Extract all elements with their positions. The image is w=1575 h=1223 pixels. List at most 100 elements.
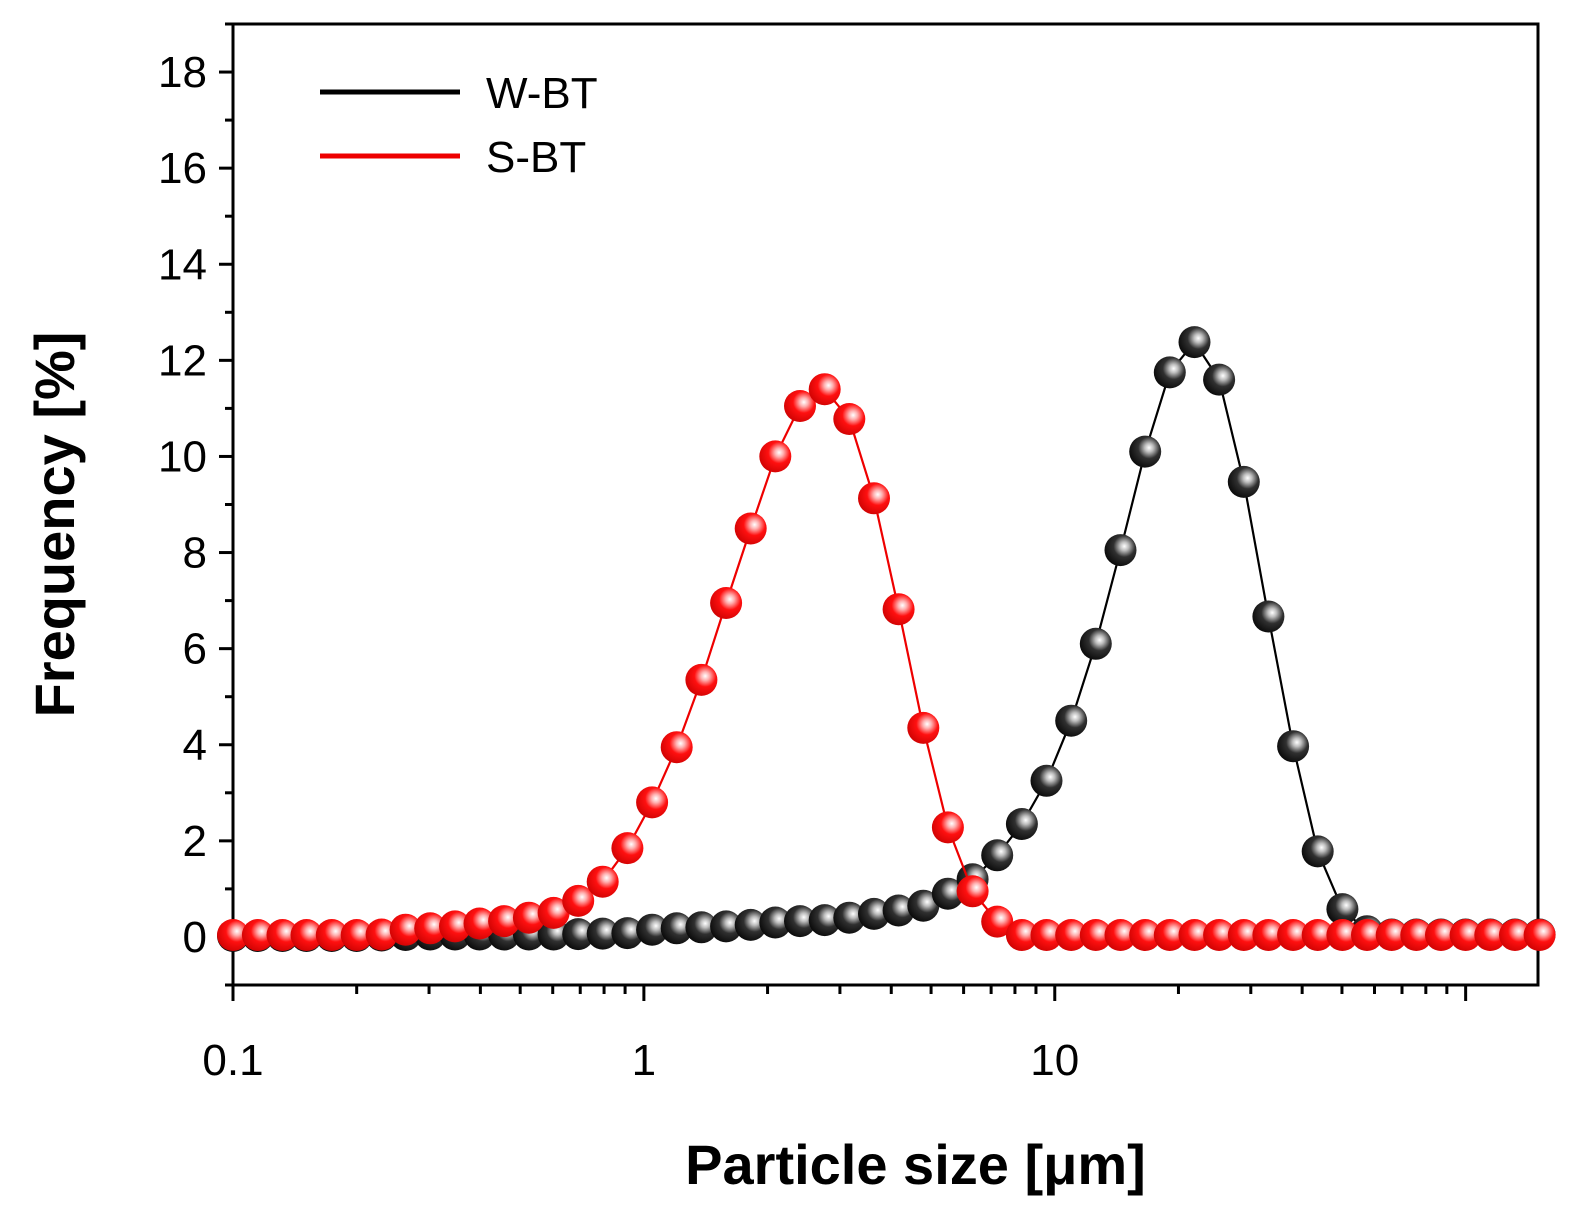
data-point-w-bt: [1178, 326, 1211, 359]
data-point-s-bt: [586, 865, 619, 898]
y-tick-label: 14: [158, 240, 207, 289]
data-point-s-bt: [1301, 919, 1334, 951]
data-point-s-bt: [956, 875, 989, 908]
data-point-s-bt: [1252, 919, 1285, 951]
data-point-w-bt: [1277, 730, 1310, 763]
data-point-w-bt: [882, 894, 915, 927]
series-line-w-bt: [233, 340, 1540, 938]
data-point-s-bt: [266, 919, 299, 951]
data-point-w-bt: [981, 839, 1014, 872]
data-point-s-bt: [1129, 919, 1162, 951]
data-point-s-bt: [931, 811, 964, 844]
data-point-s-bt: [241, 919, 274, 951]
x-tick-label: 0.1: [202, 1036, 263, 1085]
x-tick-label: 1: [632, 1036, 656, 1085]
data-point-w-bt: [1301, 835, 1334, 868]
data-point-s-bt: [315, 919, 348, 951]
data-point-w-bt: [858, 897, 890, 930]
data-point-s-bt: [1203, 919, 1236, 951]
data-point-s-bt: [1499, 919, 1531, 951]
data-point-s-bt: [537, 896, 570, 929]
y-tick-label: 10: [158, 432, 207, 481]
data-point-s-bt: [1449, 919, 1482, 951]
data-point-s-bt: [833, 403, 866, 435]
data-point-w-bt: [636, 913, 669, 946]
data-point-s-bt: [636, 786, 669, 819]
data-point-s-bt: [1474, 919, 1507, 951]
data-point-w-bt: [1203, 363, 1236, 396]
legend-label-s-bt: S-BT: [486, 133, 586, 182]
data-point-w-bt: [1252, 600, 1285, 633]
data-point-s-bt: [1351, 919, 1383, 951]
data-point-s-bt: [611, 832, 644, 865]
data-point-s-bt: [685, 663, 718, 696]
data-point-w-bt: [1153, 356, 1186, 389]
data-point-w-bt: [1005, 808, 1038, 840]
data-point-s-bt: [1326, 919, 1359, 951]
data-point-s-bt: [858, 482, 890, 515]
data-point-w-bt: [1079, 627, 1112, 660]
data-point-w-bt: [586, 917, 619, 950]
data-point-w-bt: [808, 904, 841, 937]
data-point-s-bt: [1400, 919, 1433, 951]
data-point-s-bt: [710, 587, 743, 619]
data-point-s-bt: [217, 919, 249, 951]
data-point-s-bt: [290, 919, 323, 951]
data-point-s-bt: [1153, 919, 1186, 951]
series-w-bt: [217, 326, 1556, 952]
data-point-s-bt: [907, 711, 940, 744]
data-point-w-bt: [931, 877, 964, 910]
x-axis-title: Particle size [μm]: [685, 1133, 1146, 1196]
data-point-w-bt: [562, 918, 595, 951]
data-point-s-bt: [414, 912, 447, 945]
y-tick-label: 6: [183, 625, 207, 674]
y-tick-label: 2: [183, 817, 207, 866]
x-axis: 0.1 1 10: [202, 985, 1468, 1085]
y-tick-label: 16: [158, 144, 207, 193]
series-s-bt: [217, 373, 1556, 951]
data-point-s-bt: [1104, 919, 1137, 951]
data-point-w-bt: [1326, 893, 1359, 926]
data-point-w-bt: [710, 910, 743, 943]
y-tick-label: 18: [158, 48, 207, 97]
legend-label-w-bt: W-BT: [486, 69, 598, 118]
data-point-w-bt: [1129, 435, 1162, 468]
y-tick-label: 0: [183, 913, 207, 962]
data-point-w-bt: [1104, 534, 1137, 567]
data-point-s-bt: [784, 390, 816, 422]
data-point-s-bt: [1055, 919, 1088, 951]
data-point-s-bt: [1005, 919, 1038, 951]
data-point-w-bt: [1055, 704, 1088, 737]
y-tick-label: 8: [183, 529, 207, 578]
data-point-s-bt: [808, 373, 841, 406]
data-point-s-bt: [734, 512, 767, 545]
data-point-s-bt: [882, 593, 915, 626]
data-point-s-bt: [660, 731, 693, 764]
data-point-s-bt: [488, 905, 521, 938]
series-line-s-bt: [233, 387, 1540, 937]
data-point-s-bt: [512, 901, 545, 934]
y-axis: 0 2 4 6 8 10 12 14 16 18: [158, 22, 233, 987]
data-point-s-bt: [562, 884, 595, 917]
data-point-s-bt: [1079, 919, 1112, 951]
data-point-w-bt: [660, 912, 693, 945]
data-point-w-bt: [759, 906, 792, 939]
data-point-w-bt: [685, 911, 718, 944]
data-point-s-bt: [981, 905, 1014, 938]
y-tick-label: 12: [158, 336, 207, 385]
data-point-s-bt: [759, 440, 792, 473]
y-tick-label: 4: [183, 721, 207, 770]
data-point-s-bt: [1227, 919, 1260, 951]
data-point-w-bt: [1030, 764, 1063, 797]
data-point-w-bt: [1227, 465, 1260, 498]
data-point-s-bt: [1030, 919, 1063, 951]
data-point-w-bt: [907, 889, 940, 922]
data-point-s-bt: [1375, 919, 1408, 951]
data-point-w-bt: [611, 917, 644, 950]
legend: W-BT S-BT: [320, 69, 598, 182]
data-point-s-bt: [389, 913, 422, 946]
series-layer: [217, 326, 1556, 952]
x-tick-label: 10: [1030, 1036, 1079, 1085]
data-point-w-bt: [784, 905, 816, 938]
data-point-s-bt: [1178, 919, 1211, 951]
